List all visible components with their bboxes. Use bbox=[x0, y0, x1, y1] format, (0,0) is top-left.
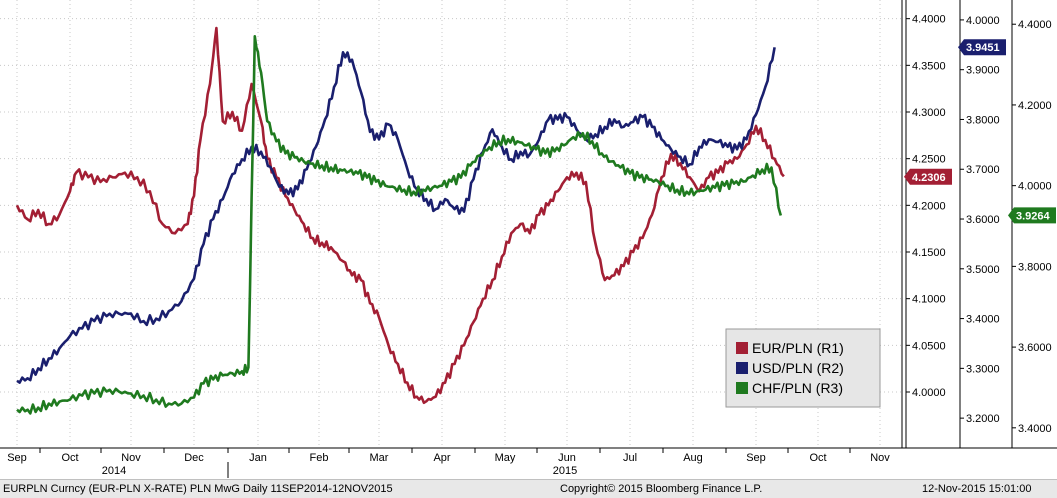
x-axis-month-label: Sep bbox=[7, 452, 27, 464]
legend-swatch bbox=[736, 362, 748, 374]
grid bbox=[0, 0, 902, 448]
series-lines bbox=[15, 26, 785, 415]
series-line-usd bbox=[16, 47, 776, 384]
legend: EUR/PLN (R1) USD/PLN (R2) CHF/PLN (R3) bbox=[725, 328, 881, 408]
last-value-badge-bg bbox=[958, 39, 1006, 56]
axis-tick-label-r2: 3.5000 bbox=[966, 264, 1000, 276]
axis-tick-label-r2: 3.6000 bbox=[966, 214, 1000, 226]
legend-item: EUR/PLN (R1) bbox=[736, 340, 844, 356]
axis-tick-label-r1: 4.0500 bbox=[912, 340, 946, 352]
last-value-badge-usd: 3.9451 bbox=[958, 39, 1006, 56]
axis-tick-label-r3: 3.4000 bbox=[1018, 423, 1052, 435]
last-value-badge-bg bbox=[904, 168, 952, 185]
x-axis-month-label: Mar bbox=[370, 452, 389, 464]
last-value-badge-label: 4.2306 bbox=[912, 172, 946, 184]
last-value-badges: 3.9451 4.2306 3.9264 bbox=[904, 39, 1056, 224]
axis-tick-label-r2: 3.4000 bbox=[966, 314, 1000, 326]
axis-tick-label-r2: 3.2000 bbox=[966, 413, 1000, 425]
axis-tick-label-r3: 3.8000 bbox=[1018, 261, 1052, 273]
legend-label: CHF/PLN (R3) bbox=[752, 380, 843, 396]
footer-copyright: Copyright© 2015 Bloomberg Finance L.P. bbox=[560, 483, 763, 495]
x-axis-month-label: Jul bbox=[623, 452, 637, 464]
series-line-eur bbox=[15, 26, 785, 405]
axis-tick-label-r2: 3.9000 bbox=[966, 65, 1000, 77]
last-value-badge-label: 3.9264 bbox=[1016, 210, 1051, 222]
x-axis-month-label: Aug bbox=[683, 452, 703, 464]
x-axis-month-label: Dec bbox=[184, 452, 204, 464]
axis-tick-label-r1: 4.0000 bbox=[912, 387, 946, 399]
legend-label: USD/PLN (R2) bbox=[752, 360, 844, 376]
x-axis-month-label: Sep bbox=[746, 452, 766, 464]
series-line-chf bbox=[16, 34, 783, 415]
axis-tick-label-r2: 4.0000 bbox=[966, 15, 1000, 27]
axis-tick-label-r1: 4.1500 bbox=[912, 247, 946, 259]
footer-bar: EURPLN Curncy (EUR-PLN X-RATE) PLN MwG D… bbox=[0, 479, 1057, 498]
axis-tick-label-r1: 4.2500 bbox=[912, 154, 946, 166]
legend-swatch bbox=[736, 342, 748, 354]
footer-security-info: EURPLN Curncy (EUR-PLN X-RATE) PLN MwG D… bbox=[3, 483, 393, 495]
x-axis-month-label: Nov bbox=[870, 452, 890, 464]
axis-tick-label-r1: 4.4000 bbox=[912, 14, 946, 26]
x-axis-month-label: Jun bbox=[558, 452, 576, 464]
legend-item: USD/PLN (R2) bbox=[736, 360, 844, 376]
axis-tick-label-r2: 3.8000 bbox=[966, 114, 1000, 126]
legend-item: CHF/PLN (R3) bbox=[736, 380, 843, 396]
axes: 4.0000 4.0500 4.1000 4.1500 4.2000 4.2500 4.30… bbox=[905, 0, 1052, 448]
x-axis: Sep Oct Nov Dec Jan Feb Mar Apr May Jun Jul Aug Sep O… bbox=[0, 447, 1057, 478]
legend-swatch bbox=[736, 382, 748, 394]
axis-tick-label-r1: 4.2000 bbox=[912, 200, 946, 212]
x-axis-month-label: Oct bbox=[61, 452, 78, 464]
axis-tick-label-r1: 4.3000 bbox=[912, 107, 946, 119]
last-value-badge-bg bbox=[1008, 207, 1056, 224]
axis-tick-label-r3: 4.0000 bbox=[1018, 181, 1052, 193]
last-value-badge-chf: 3.9264 bbox=[1008, 207, 1056, 224]
legend-box bbox=[725, 328, 881, 408]
axis-tick-label-r1: 4.3500 bbox=[912, 60, 946, 72]
axis-tick-label-r3: 4.4000 bbox=[1018, 19, 1052, 31]
x-axis-month-label: May bbox=[495, 452, 516, 464]
axis-tick-label-r1: 4.1000 bbox=[912, 294, 946, 306]
axis-tick-label-r3: 3.6000 bbox=[1018, 342, 1052, 354]
x-axis-month-label: Apr bbox=[433, 452, 450, 464]
x-axis-year-label: 2014 bbox=[102, 465, 126, 477]
x-axis-month-label: Oct bbox=[809, 452, 826, 464]
axis-tick-label-r2: 3.7000 bbox=[966, 164, 1000, 176]
x-axis-month-label: Jan bbox=[249, 452, 267, 464]
legend-label: EUR/PLN (R1) bbox=[752, 340, 844, 356]
x-axis-year-label: 2015 bbox=[553, 465, 577, 477]
axis-tick-label-r2: 3.3000 bbox=[966, 363, 1000, 375]
x-axis-month-label: Nov bbox=[121, 452, 141, 464]
axis-tick-label-r3: 4.2000 bbox=[1018, 100, 1052, 112]
last-value-badge-label: 3.9451 bbox=[966, 42, 1000, 54]
x-axis-month-label: Feb bbox=[310, 452, 329, 464]
last-value-badge-eur: 4.2306 bbox=[904, 168, 952, 185]
footer-timestamp: 12-Nov-2015 15:01:00 bbox=[922, 483, 1032, 495]
